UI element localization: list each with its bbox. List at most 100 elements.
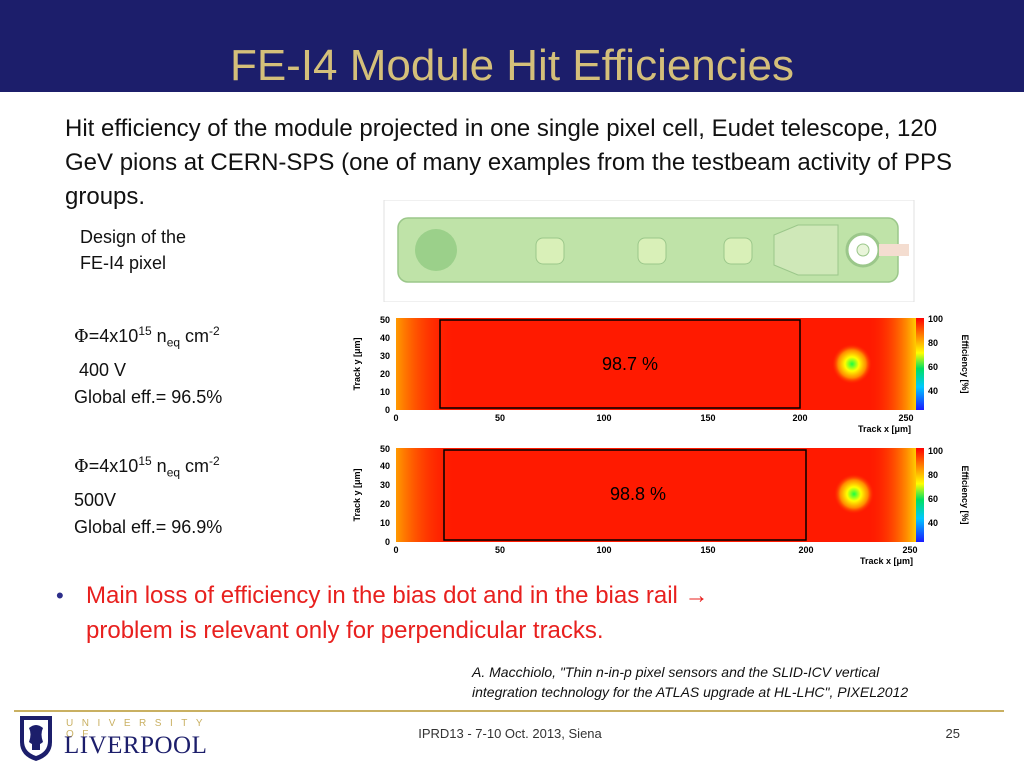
y-tick: 50 [380,444,390,454]
z-ticks: 40 60 80 100 [928,314,943,396]
fluence-line: Φ=4x1015 neq cm-2 [74,318,222,357]
fluence-line: Φ=4x1015 neq cm-2 [74,448,222,487]
y-ticks: 0 10 20 30 40 50 [380,315,390,415]
x-tick: 100 [596,545,611,555]
y-ticks: 0 10 20 30 40 50 [380,444,390,547]
fluence-n-sub: eq [166,465,181,480]
y-tick: 50 [380,315,390,325]
intro-text: Hit efficiency of the module projected i… [65,115,953,210]
y-tick: 30 [380,351,390,361]
y-tick: 0 [385,537,390,547]
crest-icon [20,716,52,761]
fluence-unit: cm [180,456,210,476]
map-left-edge [396,448,456,542]
y-tick: 40 [380,461,390,471]
x-tick: 50 [495,413,505,423]
x-tick: 0 [393,413,398,423]
fluence-unit-exponent: -2 [209,324,220,338]
map-value-label: 98.8 % [610,484,666,504]
conference-label: IPRD13 - 7-10 Oct. 2013, Siena [418,726,602,741]
z-tick: 40 [928,386,938,396]
efficiency-map-2: 98.8 % 0 50 100 150 200 250 Track x [μm]… [348,440,970,570]
fluence-n-sub: eq [166,335,181,350]
map-right-edge [868,448,916,542]
x-axis-label: Track x [μm] [860,556,913,566]
y-axis-label: Track y [μm] [352,468,362,521]
university-logo: UNIVERSITY OF LIVERPOOL [18,714,218,764]
color-scale [916,448,924,542]
z-ticks: 40 60 80 100 [928,446,943,528]
fluence-n: n [151,326,167,346]
footer-divider [14,710,1004,712]
bias-dot-center [856,243,870,257]
page-number: 25 [945,726,960,741]
map-plot-area [396,448,916,542]
reference-line2: integration technology for the ATLAS upg… [472,684,909,700]
bullet-text: Main loss of efficiency in the bias dot … [86,578,946,648]
y-tick: 20 [380,369,390,379]
x-tick: 150 [700,545,715,555]
z-tick: 60 [928,362,938,372]
z-tick: 80 [928,470,938,480]
z-tick: 80 [928,338,938,348]
global-eff-label: Global eff.= 96.9% [74,516,223,537]
design-label-line2: FE-I4 pixel [80,253,167,273]
fluence-exponent: 15 [138,324,152,338]
design-label-line1: Design of the [80,227,187,247]
map-right-edge [868,318,916,410]
reference-line1: A. Macchiolo, "Thin n-in-p pixel sensors… [472,664,880,680]
fluence-exponent: 15 [138,454,152,468]
header-bar [0,0,1024,92]
x-ticks: 0 50 100 150 200 250 [393,545,917,555]
measurement-1: Φ=4x1015 neq cm-2 400 V Global eff.= 96.… [74,318,222,411]
y-tick: 10 [380,518,390,528]
bullet-dot-icon: • [56,583,64,608]
pixel-dot [637,237,667,265]
bias-dot-spot [834,474,874,514]
x-tick: 150 [700,413,715,423]
map-plot-area [396,318,916,410]
global-eff-label: Global eff.= 96.5% [74,386,223,407]
map-left-edge [396,318,456,410]
x-tick: 250 [898,413,913,423]
reference-citation: A. Macchiolo, "Thin n-in-p pixel sensors… [472,662,1012,702]
bullet-line1: Main loss of efficiency in the bias dot … [86,582,709,609]
slide-title: FE-I4 Module Hit Efficiencies [229,41,795,90]
y-axis-label: Track y [μm] [352,337,362,390]
bias-dot-spot [832,344,872,384]
x-tick: 100 [596,413,611,423]
phi-symbol: Φ [74,326,89,347]
y-tick: 0 [385,405,390,415]
bias-taper [773,224,839,276]
x-tick: 0 [393,545,398,555]
x-tick: 200 [792,413,807,423]
pixel-dot [723,237,753,265]
fluence-base: =4x10 [88,326,139,346]
bump-pad [415,229,457,271]
university-word: UNIVERSITY OF [66,718,211,740]
z-axis-label: Efficiency [%] [960,465,970,524]
fluence-unit-exponent: -2 [209,454,220,468]
y-tick: 30 [380,480,390,490]
x-tick: 250 [902,545,917,555]
fluence-base: =4x10 [88,456,139,476]
city-word: LIVERPOOL [64,732,208,759]
measurement-2: Φ=4x1015 neq cm-2 500V Global eff.= 96.9… [74,448,222,541]
fluence-n: n [151,456,167,476]
phi-symbol: Φ [74,456,89,477]
x-tick: 200 [798,545,813,555]
bias-rail-box [439,319,801,409]
efficiency-figure: 98.7 % 0 50 100 150 200 250 Track x [μm]… [348,200,970,570]
x-ticks: 0 50 100 150 200 250 [393,413,913,423]
z-tick: 100 [928,446,943,456]
z-axis-label: Efficiency [%] [960,334,970,393]
map-value-label: 98.7 % [602,354,658,374]
voltage-label: 400 V [79,359,127,380]
z-tick: 40 [928,518,938,528]
bias-rail-box [443,449,807,541]
y-tick: 20 [380,499,390,509]
y-tick: 40 [380,333,390,343]
z-tick: 100 [928,314,943,324]
pixel-design-drawing [383,200,915,303]
y-tick: 10 [380,387,390,397]
